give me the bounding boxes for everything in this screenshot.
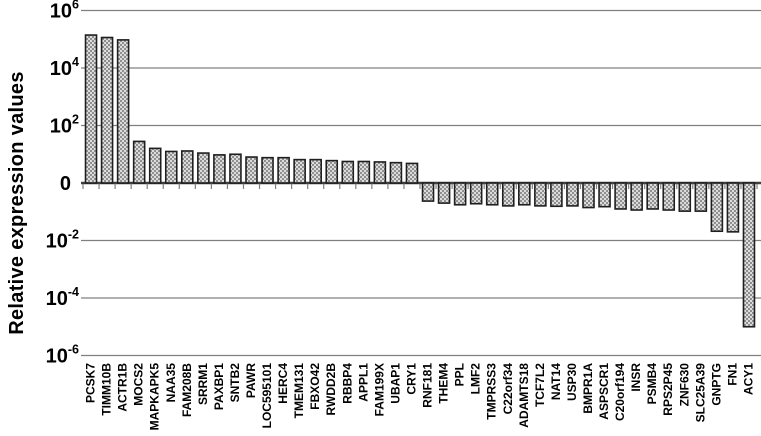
bar [518, 182, 531, 206]
bars-group [84, 34, 756, 328]
bar [116, 39, 130, 184]
x-tick-label: SLC25A39 [693, 363, 707, 423]
x-tick-label: INSR [629, 363, 643, 392]
y-tick-label: 10-2 [46, 228, 79, 253]
bar [245, 156, 258, 184]
bar [84, 34, 98, 184]
x-tick-label: TCF7L2 [533, 363, 547, 407]
x-tick-label: RPS2P45 [661, 363, 675, 416]
x-tick-label: UBAP1 [388, 363, 402, 404]
x-tick-label: APPL1 [356, 363, 370, 402]
x-tick-label: RBBP4 [340, 363, 354, 404]
bar [213, 154, 226, 184]
y-tick-label: 104 [50, 55, 79, 80]
x-tick-label: PPL [453, 363, 467, 386]
y-tick-label: 106 [50, 0, 79, 23]
x-tick-label: NAT14 [549, 363, 563, 400]
bar [501, 182, 515, 207]
x-tick-label: BMPR1A [581, 363, 595, 414]
bar [100, 36, 114, 184]
bar [469, 182, 483, 205]
bar [132, 140, 146, 184]
x-tick-label: TMEM131 [292, 363, 306, 419]
x-tick-label: HERC4 [276, 363, 290, 404]
x-tick-label: PSMB4 [645, 363, 659, 405]
axis-ticks-group [82, 184, 758, 189]
x-tick-label: PAXBP1 [212, 363, 226, 410]
bar [325, 159, 339, 184]
bar [453, 182, 467, 206]
bar [534, 182, 547, 207]
bar [164, 150, 178, 184]
bar [646, 182, 659, 210]
x-tick-label: ACY1 [741, 363, 755, 395]
x-tick-label: RNF181 [421, 363, 435, 408]
bar [293, 158, 306, 184]
y-tick-label: 102 [50, 113, 79, 138]
bar [598, 182, 611, 208]
x-tick-label: RWDD2B [324, 363, 338, 416]
x-tick-label: USP30 [565, 363, 579, 401]
x-tick-label: FAM199X [372, 363, 386, 416]
bar [405, 162, 419, 184]
bar [662, 182, 676, 211]
x-tick-label: PAWR [244, 363, 258, 398]
x-tick-label: NAA35 [164, 363, 178, 403]
x-tick-labels-group: PCSK7 TIMM10B ACTR1B MOCS2 MAPKAPK5 NAA35 FAM2… [84, 363, 756, 431]
x-tick-label: ADAMTS18 [517, 363, 531, 428]
bar [277, 156, 290, 184]
x-tick-label: SNTB2 [228, 363, 242, 403]
bar [341, 160, 355, 184]
bar [261, 156, 274, 184]
x-tick-label: SRRM1 [196, 363, 210, 405]
x-tick-label: ZNF630 [677, 363, 691, 407]
x-tick-label: FBXO42 [308, 363, 322, 410]
y-axis-title: Relative expression values [6, 71, 28, 335]
bar [181, 150, 194, 184]
x-tick-label: THEM4 [437, 363, 451, 404]
bar [678, 182, 692, 212]
bar [726, 182, 740, 233]
x-tick-label: PCSK7 [84, 363, 98, 403]
bar [710, 182, 724, 233]
bar [437, 182, 451, 204]
bar [582, 182, 595, 209]
x-tick-label: C22orf34 [501, 363, 515, 415]
bar [229, 153, 242, 184]
bar [373, 161, 387, 184]
bar [421, 182, 435, 202]
y-tick-label: 0 [60, 173, 71, 195]
bar [357, 160, 371, 184]
x-tick-label: LMF2 [469, 363, 483, 395]
bar [742, 182, 756, 328]
x-tick-label: ACTR1B [116, 363, 130, 412]
x-tick-label: TIMM10B [100, 363, 114, 416]
bar [566, 182, 579, 207]
bar [630, 182, 643, 211]
bar [694, 182, 708, 212]
x-tick-label: TMPRSS3 [485, 363, 499, 420]
bar [550, 182, 563, 208]
x-tick-label: C20orf194 [613, 363, 627, 421]
x-tick-label: ASPSCR1 [597, 363, 611, 420]
bar [309, 158, 322, 184]
x-tick-label: FN1 [725, 363, 739, 386]
bar [614, 182, 627, 210]
y-tick-labels-group: 106 104 102 0 10-2 10-4 10-6 [46, 0, 79, 368]
x-tick-label: MAPKAPK5 [148, 363, 162, 431]
y-tick-label: 10-4 [46, 285, 79, 310]
x-tick-label: LOC595101 [260, 363, 274, 429]
y-tick-label: 10-6 [46, 343, 79, 368]
bar [485, 182, 499, 206]
x-tick-label: MOCS2 [132, 363, 146, 406]
bar [389, 161, 403, 184]
x-tick-label: CRY1 [404, 363, 418, 395]
bar [197, 152, 210, 184]
bar [148, 147, 162, 184]
x-tick-label: FAM208B [180, 363, 194, 417]
x-tick-label: GNPTG [709, 363, 723, 406]
